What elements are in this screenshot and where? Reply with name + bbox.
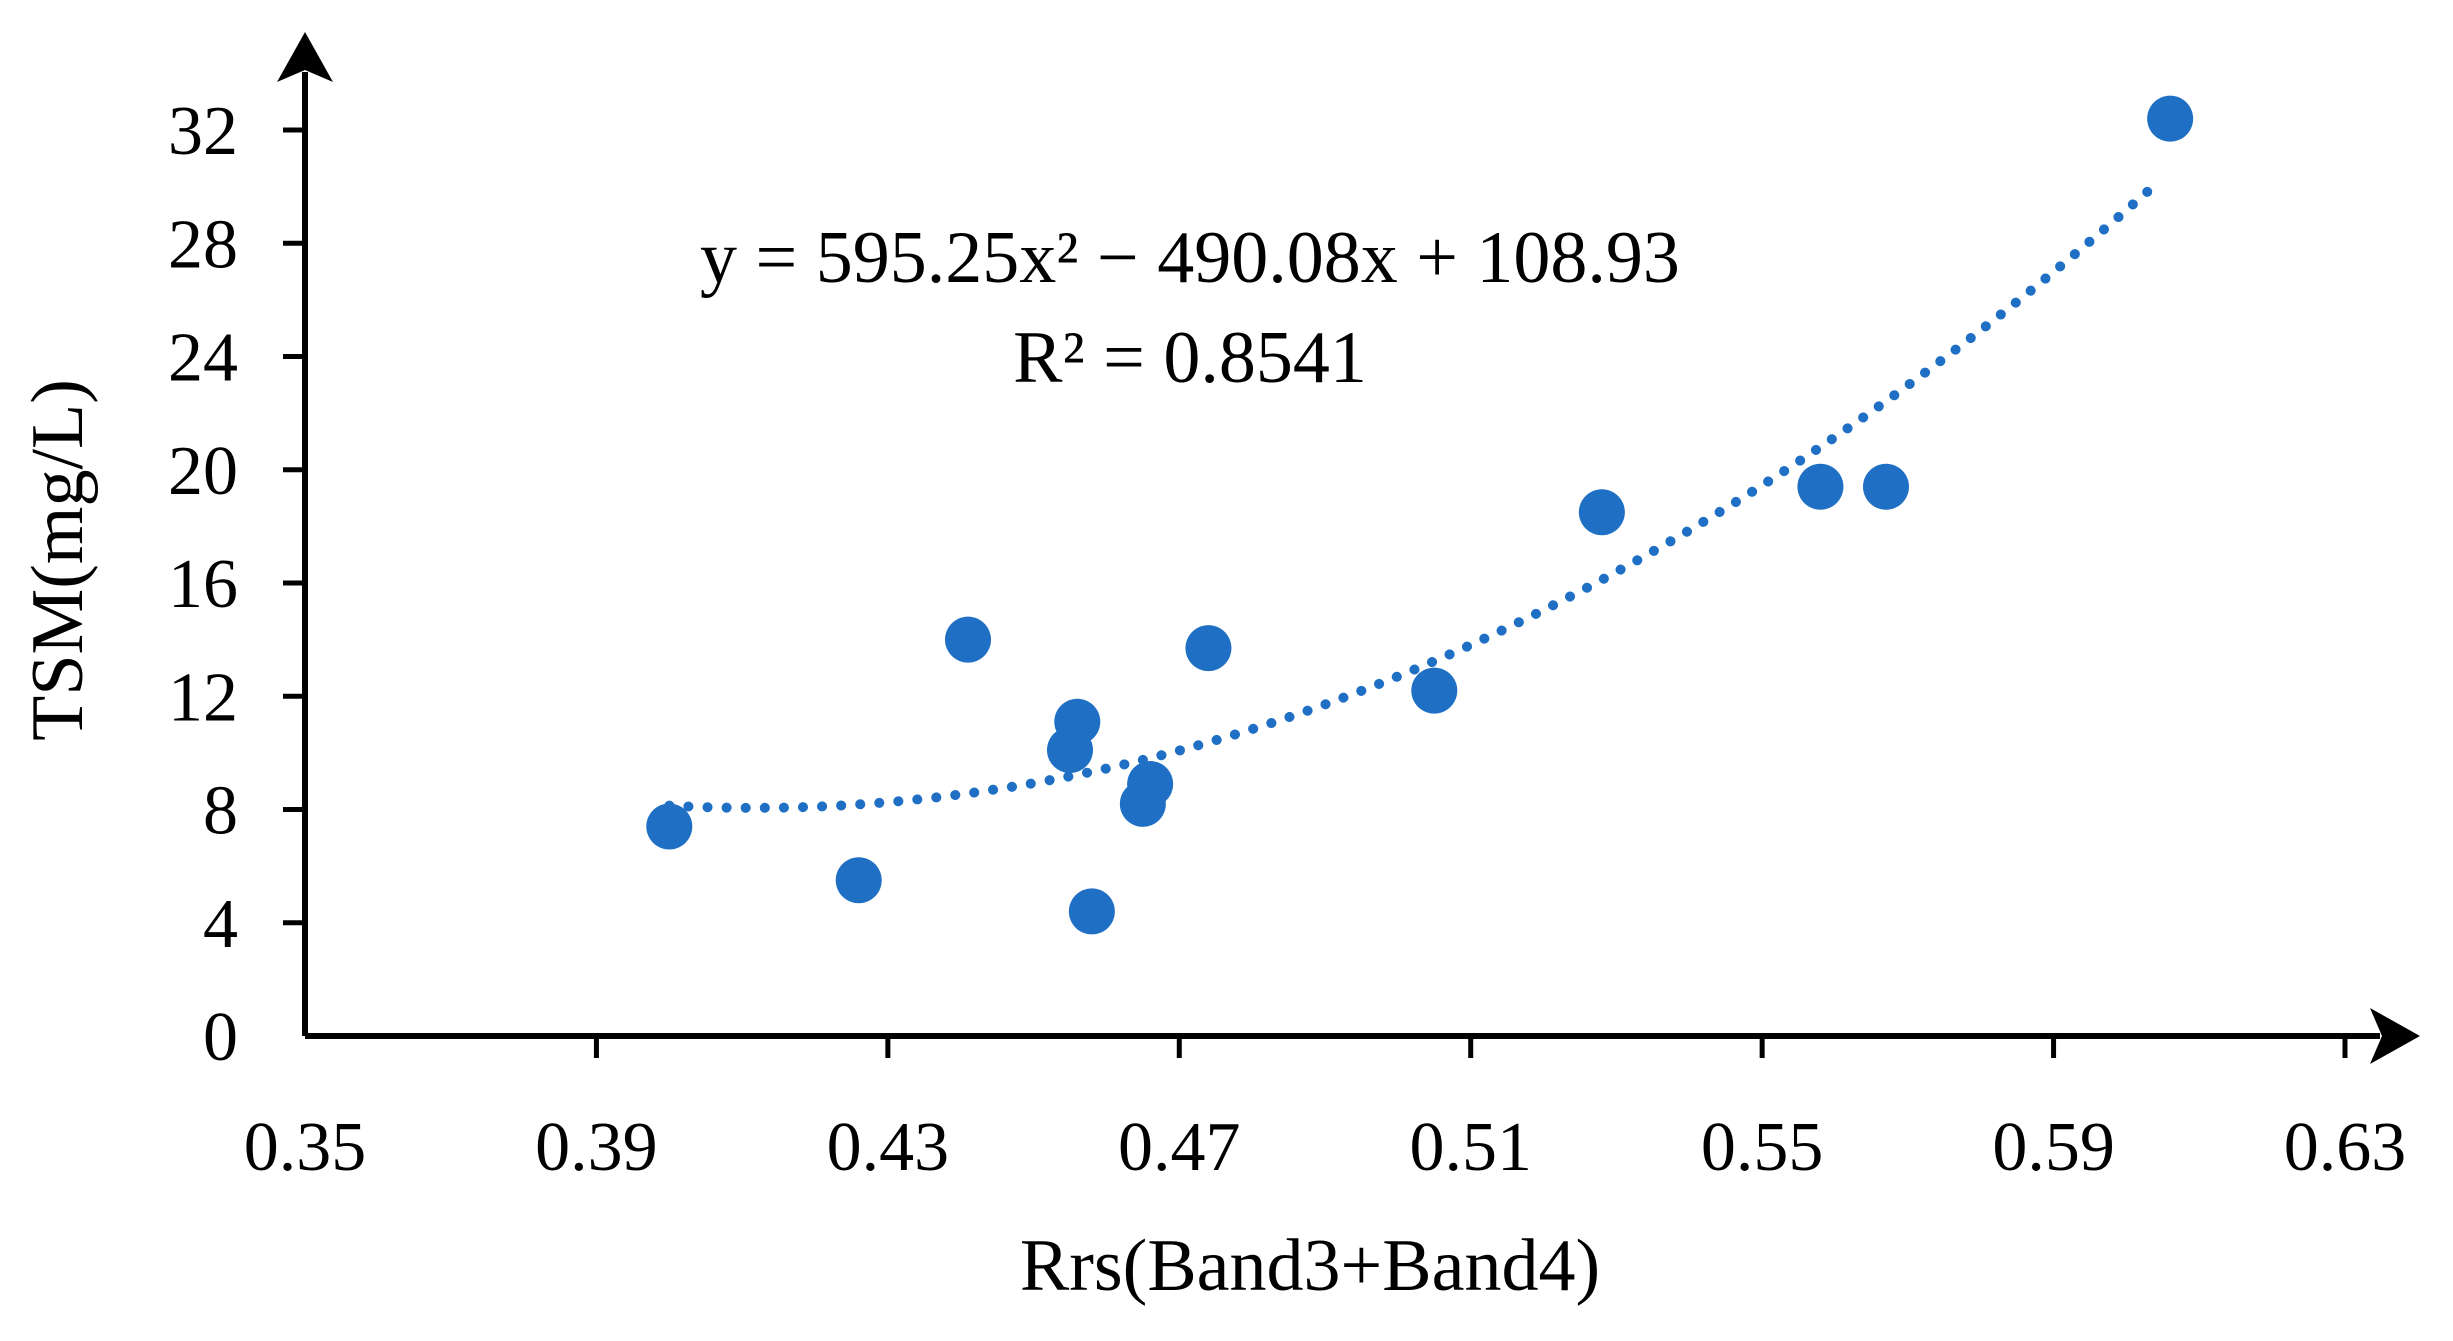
x-tick-label: 0.63 <box>2284 1109 2407 1186</box>
data-point <box>945 616 991 663</box>
data-point <box>646 803 693 850</box>
y-axis-arrow-icon <box>277 32 333 82</box>
x-axis-ticks: 0.35 0.39 0.43 0.47 0.51 0.55 0.59 0.63 <box>244 1036 2407 1186</box>
data-point <box>1411 667 1458 714</box>
x-tick-label: 0.59 <box>1992 1109 2115 1186</box>
y-tick-label: 16 <box>168 546 238 623</box>
x-tick-label: 0.39 <box>535 1109 658 1186</box>
x-tick-label: 0.51 <box>1409 1109 1532 1186</box>
x-tick-label: 0.35 <box>244 1109 367 1186</box>
y-axis-ticks: 0 4 8 12 16 20 24 28 32 <box>168 93 305 1076</box>
x-axis-title: Rrs(Band3+Band4) <box>1020 1225 1600 1307</box>
data-point <box>835 857 882 904</box>
y-tick-label: 12 <box>168 659 238 736</box>
y-tick-label: 8 <box>203 773 238 850</box>
x-tick-label: 0.47 <box>1118 1109 1241 1186</box>
data-point <box>1797 463 1844 510</box>
trendline-equation: y = 595.25x² − 490.08x + 108.93 <box>700 217 1680 299</box>
data-point <box>1068 888 1115 935</box>
data-points <box>646 95 2194 935</box>
y-tick-label: 28 <box>168 206 238 283</box>
y-tick-label: 20 <box>168 433 238 510</box>
data-point <box>1054 698 1101 745</box>
y-tick-label: 0 <box>203 999 238 1076</box>
data-point <box>1863 463 1909 510</box>
trendline-group <box>664 185 2154 813</box>
data-point <box>1127 761 1174 808</box>
x-tick-label: 0.43 <box>827 1109 950 1186</box>
y-tick-label: 24 <box>168 320 238 397</box>
data-point <box>2147 95 2194 142</box>
y-tick-label: 32 <box>168 93 238 170</box>
trendline <box>664 185 2154 813</box>
x-axis-arrow-icon <box>2370 1008 2420 1064</box>
r-squared-label: R² = 0.8541 <box>1013 317 1367 399</box>
y-axis-title: TSM(mg/L) <box>17 379 99 741</box>
data-point <box>1185 625 1232 672</box>
data-point <box>1578 489 1625 536</box>
y-tick-label: 4 <box>203 886 238 963</box>
x-tick-label: 0.55 <box>1701 1109 1824 1186</box>
